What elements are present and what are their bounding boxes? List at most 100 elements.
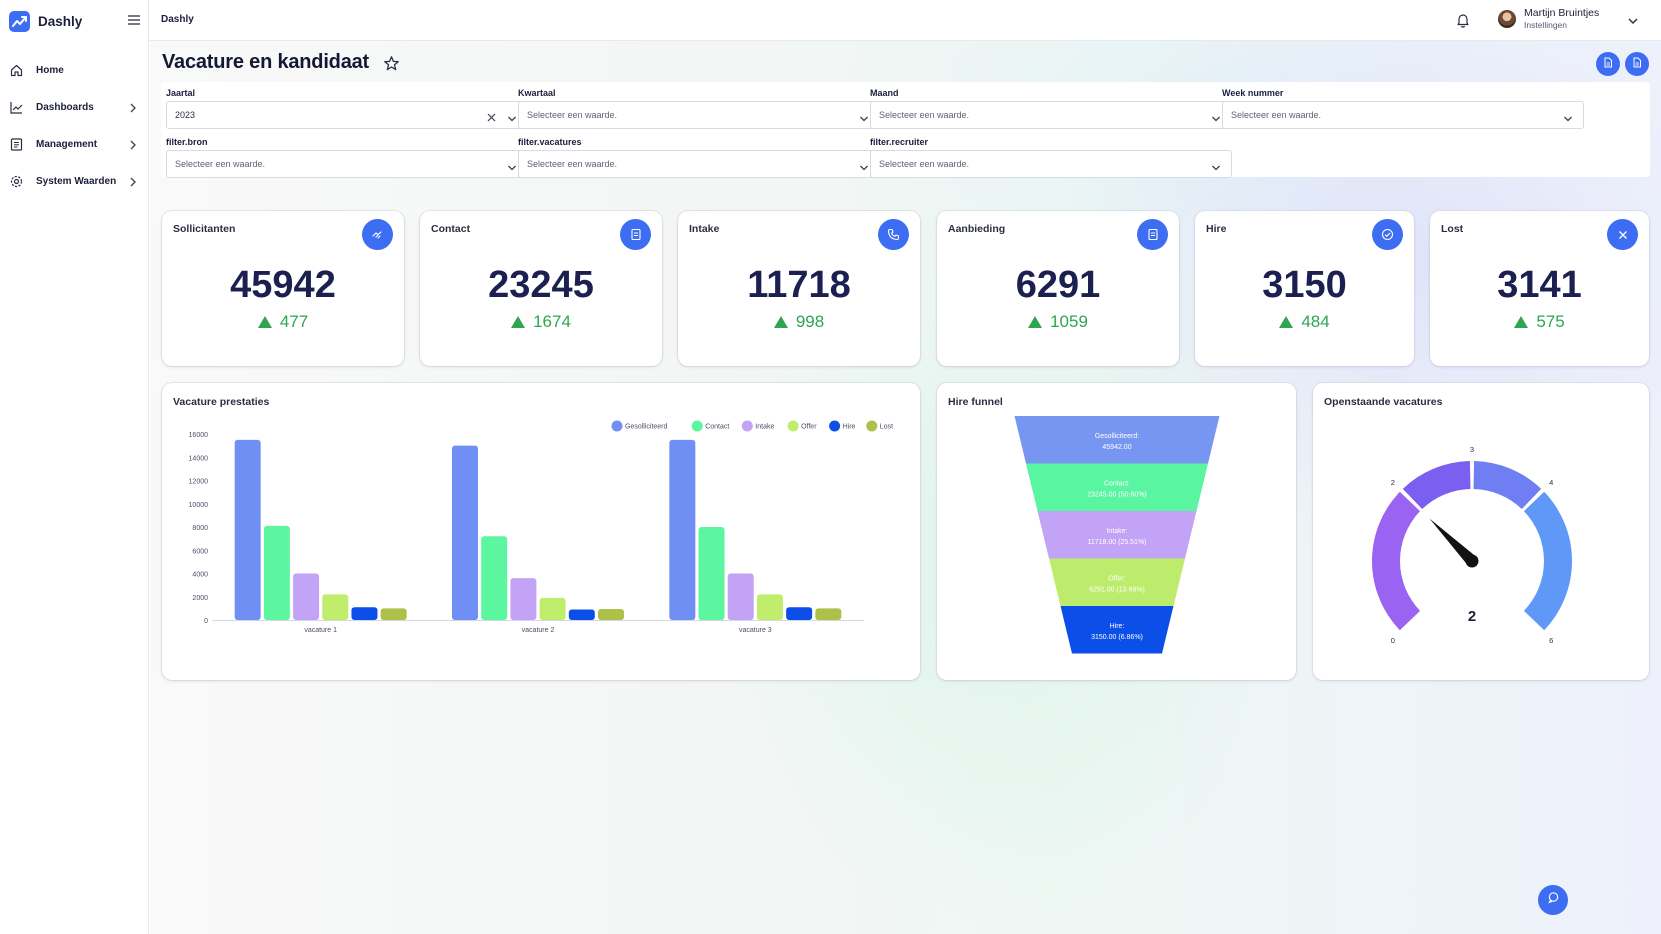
legend-swatch (829, 420, 841, 432)
kpi-delta: 998 (678, 312, 920, 332)
x-tick-label: vacature 2 (522, 627, 555, 634)
kpi-delta-value: 1674 (533, 312, 571, 331)
sidebar-item-home[interactable]: Home (0, 52, 149, 89)
week-nummer-select[interactable]: Selecteer een waarde. (1222, 101, 1584, 129)
bar-intake (293, 573, 320, 620)
filter-kwartaal: Kwartaal Selecteer een waarde. (518, 87, 880, 129)
legend-swatch (787, 420, 799, 432)
vacatures-select[interactable]: Selecteer een waarde. (518, 150, 880, 178)
funnel-chart: Gesolliciteerd: 45942.00 Contact: 23245.00 … (1014, 416, 1220, 654)
trend-up-icon (1028, 316, 1043, 328)
hamburger-menu-icon[interactable] (127, 13, 141, 27)
bar-intake (727, 573, 754, 620)
brand[interactable]: Dashly (9, 10, 82, 32)
legend-swatch (611, 420, 623, 432)
topbar-title: Dashly (161, 14, 194, 25)
file-icon (1603, 55, 1613, 73)
kpi-title: Hire (1206, 223, 1227, 235)
kpi-title: Sollicitanten (173, 223, 236, 235)
main-content: Vacature en kandidaat Jaartal 2023 Kwart… (150, 41, 1661, 934)
gauge-band (1402, 461, 1471, 510)
gauge-tick-label: 2 (1391, 478, 1395, 487)
jaartal-select[interactable]: 2023 (166, 101, 528, 129)
filter-label: filter.recruiter (870, 137, 929, 147)
kpi-title: Aanbieding (948, 223, 1006, 235)
funnel-stage-label: Intake: (1106, 528, 1127, 535)
chat-icon (1547, 891, 1560, 909)
legend-label: Hire (843, 424, 856, 431)
funnel-stage-hire (1060, 606, 1174, 654)
openstaande-vacatures-panel: Openstaande vacatures 0 2 3 4 6 2 (1313, 383, 1649, 680)
legend-swatch (866, 420, 878, 432)
handshake-icon[interactable] (362, 219, 393, 250)
filter-label: Maand (870, 88, 899, 98)
document-icon[interactable] (1137, 219, 1168, 250)
bar-contact (481, 536, 508, 620)
bar-gesolliciteerd (669, 439, 696, 620)
chart-legend: Gesolliciteerd Contact Intake Offer Hire Lost (611, 420, 893, 432)
panel-title: Hire funnel (948, 396, 1003, 408)
sidebar-item-dashboards[interactable]: Dashboards (0, 89, 149, 126)
funnel-stage-intake (1037, 511, 1197, 559)
export-file-button[interactable] (1625, 52, 1649, 76)
home-icon (9, 64, 23, 78)
filter-maand: Maand Selecteer een waarde. (870, 87, 1232, 129)
legend-swatch (691, 420, 703, 432)
bron-select[interactable]: Selecteer een waarde. (166, 150, 528, 178)
user-settings-link[interactable]: Instellingen (1524, 20, 1568, 30)
kpi-delta: 1059 (937, 312, 1179, 332)
document-icon[interactable] (620, 219, 651, 250)
chevron-right-icon (128, 138, 138, 150)
gauge-band (1473, 461, 1542, 510)
bar-gesolliciteerd (234, 439, 261, 620)
chat-button[interactable] (1538, 885, 1568, 915)
filter-panel: Jaartal 2023 Kwartaal Selecteer een waar… (161, 82, 1650, 178)
kpi-delta: 484 (1195, 312, 1414, 332)
avatar[interactable] (1498, 10, 1516, 28)
check-circle-icon[interactable] (1372, 219, 1403, 250)
maand-select[interactable]: Selecteer een waarde. (870, 101, 1232, 129)
kpi-delta-value: 484 (1301, 312, 1330, 331)
kwartaal-select[interactable]: Selecteer een waarde. (518, 101, 880, 129)
y-tick-label: 8000 (192, 525, 208, 532)
kpi-value: 3150 (1262, 264, 1347, 306)
panel-title: Vacature prestaties (173, 396, 270, 408)
export-pdf-button[interactable] (1596, 52, 1620, 76)
chevron-down-icon (859, 111, 869, 122)
bell-icon[interactable] (1455, 12, 1471, 28)
kpi-delta: 1674 (420, 312, 662, 332)
gauge-needle-hub (1465, 554, 1479, 568)
y-tick-label: 14000 (189, 455, 209, 462)
chevron-right-icon (128, 101, 138, 113)
filter-vacatures: filter.vacatures Selecteer een waarde. (518, 136, 880, 178)
funnel-stage-value: 45942.00 (1102, 444, 1131, 451)
clear-icon[interactable] (486, 110, 497, 122)
sidebar-item-system-waarden[interactable]: System Waarden (0, 163, 149, 200)
kpi-card-intake: Intake 11718 998 (678, 211, 920, 366)
phone-icon[interactable] (878, 219, 909, 250)
recruiter-select[interactable]: Selecteer een waarde. (870, 150, 1232, 178)
trend-up-icon (773, 316, 788, 328)
kpi-delta: 575 (1430, 312, 1649, 332)
y-tick-label: 2000 (192, 595, 208, 602)
page-title: Vacature en kandidaat (162, 51, 370, 73)
legend-swatch (741, 420, 753, 432)
bar-hire (351, 607, 378, 620)
bar-intake (510, 578, 537, 620)
legend-label: Contact (705, 424, 729, 431)
sidebar-item-label: System Waarden (36, 176, 117, 187)
close-icon[interactable] (1607, 219, 1638, 250)
gauge-tick-label: 4 (1549, 478, 1553, 487)
chevron-down-icon[interactable] (1627, 14, 1639, 26)
sidebar-item-management[interactable]: Management (0, 126, 149, 163)
bar-gesolliciteerd (452, 445, 478, 620)
filter-label: Week nummer (1222, 88, 1284, 98)
funnel-stage-label: Contact: (1104, 480, 1130, 487)
funnel-stage-value: 3150.00 (6.86%) (1091, 634, 1143, 641)
user-name[interactable]: Martijn Bruintjes (1524, 7, 1600, 19)
legend-label: Gesolliciteerd (625, 424, 668, 431)
bar-lost (598, 608, 624, 620)
star-icon[interactable] (383, 55, 400, 72)
chevron-down-icon (1563, 111, 1573, 122)
x-tick-label: vacature 3 (739, 627, 772, 634)
